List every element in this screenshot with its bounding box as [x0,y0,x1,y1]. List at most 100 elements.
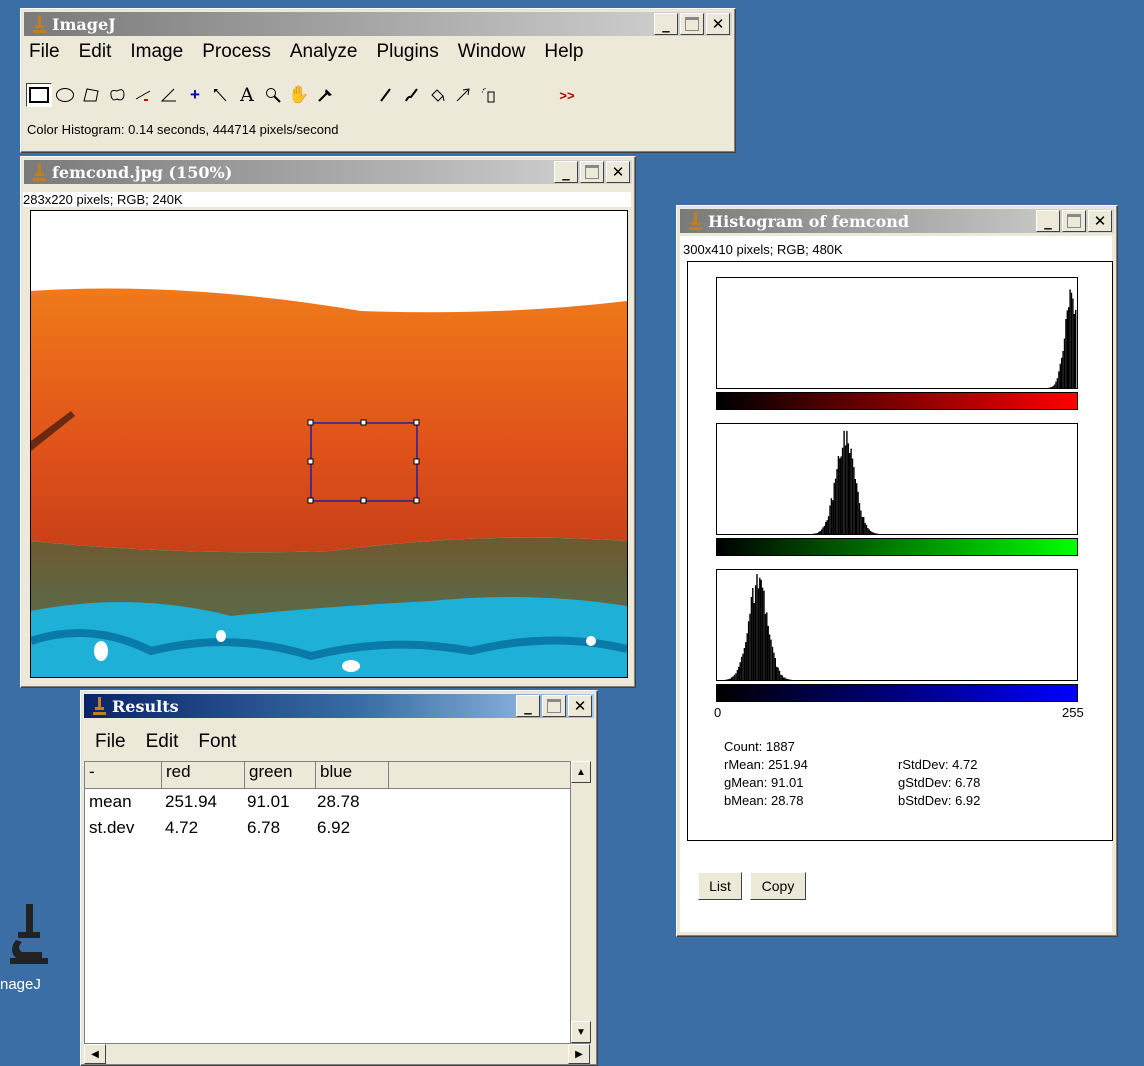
text-tool-icon[interactable]: A [234,83,260,107]
blue-histogram-bin [779,671,780,680]
column-header-red[interactable]: red [162,762,245,788]
imagej-desktop-icon[interactable]: nageJ [0,900,60,1010]
scroll-left-arrow-icon[interactable]: ◀ [84,1044,106,1064]
menu-plugins[interactable]: Plugins [376,41,438,63]
minimize-button[interactable]: _ [654,13,678,35]
minimize-button[interactable]: _ [554,161,578,183]
main-menubar: File Edit Image Process Analyze Plugins … [29,41,583,63]
more-tools-icon[interactable]: >> [554,83,580,107]
minimize-button[interactable]: _ [1036,210,1060,232]
results-menu-file[interactable]: File [95,731,126,753]
results-table: - red green blue mean 251.94 91.01 28.78… [84,761,572,1045]
list-button[interactable]: List [698,872,742,900]
maximize-button[interactable] [680,13,704,35]
green-histogram-bin [871,532,872,534]
arrow-tool-icon[interactable] [450,83,476,107]
maximize-button[interactable] [1062,210,1086,232]
histogram-title-bar[interactable]: Histogram of femcond _ ✕ [680,209,1114,233]
main-title-bar[interactable]: ImageJ _ ✕ [24,12,732,36]
color-picker-icon[interactable] [312,83,338,107]
menu-image[interactable]: Image [130,41,183,63]
histogram-window-title: Histogram of femcond [708,212,909,231]
hand-tool-icon[interactable]: ✋ [286,83,312,107]
green-histogram-bin [870,531,871,534]
image-title-bar[interactable]: femcond.jpg (150%) _ ✕ [24,160,632,184]
line-selection-icon[interactable] [130,83,156,107]
close-button[interactable]: ✕ [1088,210,1112,232]
minimize-button[interactable]: _ [516,695,540,717]
blue-histogram-bin [738,667,739,680]
brush-tool-icon[interactable] [398,83,424,107]
menu-analyze[interactable]: Analyze [290,41,358,63]
menu-file[interactable]: File [29,41,60,63]
blue-histogram-bin [751,597,752,680]
pencil-tool-icon[interactable] [372,83,398,107]
column-header-blue[interactable]: blue [316,762,389,788]
green-histogram-bin [825,522,826,534]
blue-gradient-bar [716,684,1078,702]
copy-button[interactable]: Copy [750,872,806,900]
menu-process[interactable]: Process [202,41,271,63]
table-row[interactable]: mean 251.94 91.01 28.78 [85,789,571,815]
blue-histogram-bin [730,679,731,680]
column-header-green[interactable]: green [245,762,316,788]
magnifier-tool-icon[interactable] [260,83,286,107]
histogram-window: Histogram of femcond _ ✕ 300x410 pixels;… [676,205,1118,937]
table-row[interactable]: st.dev 4.72 6.78 6.92 [85,815,571,841]
green-histogram-bin [818,532,819,534]
oval-selection-icon[interactable] [52,83,78,107]
green-histogram-bin [856,483,857,534]
maximize-button[interactable] [542,695,566,717]
freehand-selection-icon[interactable] [104,83,130,107]
axis-min-label: 0 [714,705,721,720]
image-canvas[interactable] [30,210,628,678]
status-line: Color Histogram: 0.14 seconds, 444714 pi… [27,122,338,137]
green-histogram-bin [842,448,843,534]
column-header[interactable]: - [85,762,162,788]
spray-can-tool-icon[interactable] [476,83,502,107]
close-button[interactable]: ✕ [606,161,630,183]
red-gradient-bar [716,392,1078,410]
vertical-scrollbar[interactable]: ▲ ▼ [570,761,591,1043]
results-menu-edit[interactable]: Edit [146,731,179,753]
bstddev-stat: bStdDev: 6.92 [898,793,980,808]
green-histogram-bin [845,445,846,534]
histogram-panel: 0 255 Count: 1887 rMean: 251.94 gMean: 9… [687,261,1113,841]
menu-help[interactable]: Help [544,41,583,63]
cell-red: 4.72 [161,818,243,838]
scroll-up-arrow-icon[interactable]: ▲ [571,761,591,783]
scroll-down-arrow-icon[interactable]: ▼ [571,1021,591,1043]
polygon-selection-icon[interactable] [78,83,104,107]
blue-histogram-bin [737,670,738,680]
green-histogram-bin [839,458,840,534]
blue-histogram-bin [776,667,777,680]
green-histogram-bin [831,498,832,534]
close-button[interactable]: ✕ [568,695,592,717]
wand-tool-icon[interactable] [208,83,234,107]
results-title-bar[interactable]: Results _ ✕ [84,694,594,718]
red-histogram-bin [1058,371,1059,388]
blue-histogram-bin [731,677,732,680]
menu-edit[interactable]: Edit [79,41,112,63]
red-histogram-bin [1074,314,1075,388]
results-menu-font[interactable]: Font [198,731,236,753]
menu-window[interactable]: Window [458,41,526,63]
horizontal-scrollbar[interactable]: ◀ ▶ [84,1043,590,1064]
tissue-image [31,211,627,677]
green-histogram-bin [843,431,844,534]
cell-green: 6.78 [243,818,313,838]
green-histogram-bin [857,492,858,534]
point-tool-icon[interactable]: + [182,83,208,107]
blue-histogram-bin [752,588,753,680]
flood-fill-tool-icon[interactable] [424,83,450,107]
scroll-right-arrow-icon[interactable]: ▶ [568,1044,590,1064]
blue-histogram-bin [787,679,788,680]
angle-tool-icon[interactable] [156,83,182,107]
blue-histogram-bin [782,675,783,680]
blue-histogram-bin [745,642,746,680]
blue-histogram-bin [777,668,778,680]
maximize-button[interactable] [580,161,604,183]
close-button[interactable]: ✕ [706,13,730,35]
rectangle-selection-icon[interactable] [26,83,52,107]
blue-histogram-bin [728,679,729,680]
